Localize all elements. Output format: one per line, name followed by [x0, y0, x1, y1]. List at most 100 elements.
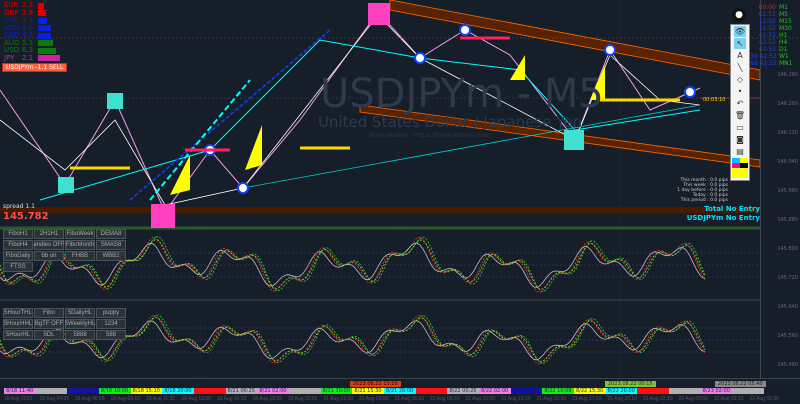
dot-icon[interactable]: • [737, 87, 743, 96]
toggle-button[interactable]: 588 [96, 330, 126, 340]
camera-icon[interactable]: ◙ [736, 135, 744, 144]
toggle-button[interactable]: 5HourHHL [3, 319, 33, 329]
time-tick: 18 Aug 13:55 [181, 396, 211, 402]
toggle-button[interactable]: 5HourTHL [3, 308, 33, 318]
time-tick: 21 Aug 03:50 [359, 396, 389, 402]
toggle-button[interactable]: FiboWeek [65, 229, 95, 239]
eraser-icon[interactable]: ◇ [736, 75, 744, 84]
currency-value: 2.1 [22, 1, 34, 9]
oscillators [0, 236, 760, 365]
currency-value: 5.3 [22, 38, 34, 47]
toggle-button[interactable]: FTSS [3, 262, 33, 272]
currency-label: JPY [4, 53, 15, 62]
time-tick: 22 Aug 00:50 [678, 396, 708, 402]
time-tick: 21 Aug 17:50 [572, 396, 602, 402]
toggle-button[interactable]: puppy [96, 308, 126, 318]
price-tick: 145.480 [777, 362, 798, 368]
line-icon[interactable]: ╲ [737, 63, 743, 72]
screen-icon[interactable]: ▭ [736, 123, 744, 132]
timeframe-label: M1 [779, 4, 788, 11]
color-palette[interactable] [732, 158, 748, 178]
toggle-button[interactable]: andles OFF [33, 240, 65, 250]
eye-icon[interactable]: 👁 [734, 26, 746, 37]
toggle-button[interactable]: Fibo [34, 308, 64, 318]
strength-bar [38, 47, 56, 54]
lightbulb-icon[interactable]: ● [732, 8, 746, 22]
time-tick: 18 Aug 04:35 [39, 396, 69, 402]
symbol-description: United States Dollar / Japanese Yen [318, 113, 583, 131]
text-icon[interactable]: A [737, 51, 743, 60]
session-segment [35, 388, 68, 394]
timeframe-label: M30 [779, 25, 792, 32]
strength-bar [38, 32, 52, 39]
candle-countdown: 00:03:10 [703, 97, 726, 103]
time-tick: 18 Aug 16:15 [217, 396, 247, 402]
clipboard-icon[interactable]: ▤ [736, 147, 744, 156]
timeframe-row: 42:52 H4 [750, 39, 800, 46]
price-axis[interactable] [760, 0, 800, 378]
currency-row: EUR 2.1 [4, 2, 44, 9]
session-segment [510, 388, 543, 394]
currency-value: 2.9 [22, 8, 34, 17]
toggle-button[interactable]: 5WeeklyHL [64, 319, 96, 329]
timeframe-label: D1 [779, 46, 788, 53]
toggle-button[interactable]: 5DailyHL [65, 308, 95, 318]
session-segment: 8/22 15:30 [574, 388, 606, 394]
toggle-button[interactable]: 5HourHL [3, 330, 33, 340]
toggle-button[interactable]: bb on [34, 251, 64, 261]
price-tick: 145.560 [777, 333, 798, 339]
session-segment [637, 388, 669, 394]
timeframe-row: 42:52 H1 [750, 32, 800, 39]
timeframe-time: 42:52 [758, 46, 776, 53]
cursor-icon[interactable]: ↖ [734, 38, 746, 49]
toggle-button[interactable]: FiboH1 [3, 229, 33, 239]
drawing-toolbar: 👁 ↖ A ╲ ◇ • ↶ 🗑 ▭ ◙ ▤ [730, 24, 750, 181]
time-tick: 21 Aug 22:30 [643, 396, 673, 402]
time-tick: 21 Aug 13:10 [501, 396, 531, 402]
regression-channel [389, 0, 761, 81]
toggle-button[interactable]: SMAS8 [96, 240, 126, 250]
timeframe-label: M5 [779, 11, 788, 18]
currency-row: AUD 5.3 [4, 38, 53, 47]
session-segment: 8/18 11:40 [4, 388, 36, 394]
toggle-button[interactable]: FiboH4 [3, 240, 33, 250]
timeframe-time: 42:52 [758, 39, 776, 46]
currency-row: JPY 2.1 [4, 53, 61, 62]
price-tick: 145.720 [777, 275, 798, 281]
toggle-button[interactable]: 2H1H1 [34, 229, 64, 239]
currency-label: CHF [4, 16, 19, 24]
pips-stat: This period : 0.0 pips [680, 198, 728, 203]
session-segment: 8/22 20:00 [605, 388, 638, 394]
strength-bar [38, 2, 44, 9]
toggle-button[interactable]: BgTF OFF [34, 319, 64, 329]
currency-value: 4.7 [22, 31, 34, 39]
toggle-button[interactable]: DEMA8 [96, 229, 126, 239]
toggle-button[interactable]: FHBB [65, 251, 95, 261]
strength-bar [38, 10, 47, 16]
undo-icon[interactable]: ↶ [736, 99, 744, 108]
oscillator-line [0, 315, 706, 365]
symbol-entry: USDJPYm No Entry [686, 214, 760, 222]
toggle-button[interactable]: 1234 [96, 319, 126, 329]
timeframe-label: W1 [779, 53, 789, 60]
toggle-button[interactable]: FiboDaily [3, 251, 33, 261]
session-segment: 8/18 15:10 [130, 388, 163, 394]
trash-icon[interactable]: 🗑 [734, 111, 746, 120]
price-tick: 145.640 [777, 304, 798, 310]
price-tick: 145.960 [777, 188, 798, 194]
toggle-button[interactable]: WBB2 [96, 251, 126, 261]
current-price: 145.782 [3, 211, 49, 222]
time-tick: 18 Aug 20:55 [288, 396, 318, 402]
trend-line [149, 79, 251, 201]
session-segment [669, 388, 701, 394]
currency-row: NZD 4.6 [4, 24, 51, 32]
toggle-button[interactable]: 5DL [34, 330, 64, 340]
trend-line [242, 104, 701, 189]
time-tick: 18 Aug 18:35 [252, 396, 282, 402]
toggle-button[interactable]: 5888 [65, 330, 95, 340]
session-segment: 8/22 00:25 [447, 388, 479, 394]
toggle-button[interactable]: FiboMonth [65, 240, 95, 250]
time-tick: 21 Aug 15:30 [536, 396, 566, 402]
timeframe-row: 42:52 D1 [750, 46, 800, 53]
